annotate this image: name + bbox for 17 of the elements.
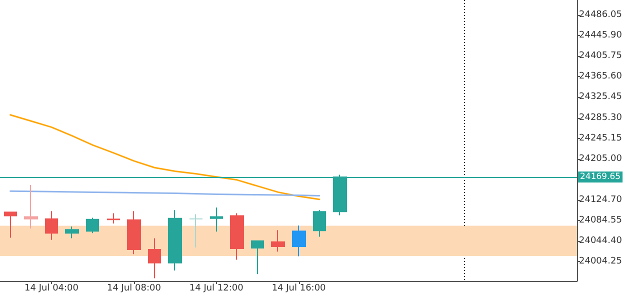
- y-tick-label: 24325.45: [579, 92, 622, 102]
- x-tick-label: 14 Jul 12:00: [189, 284, 244, 294]
- ref-line-label: 24169.65: [580, 172, 621, 182]
- y-tick-label: 24445.90: [579, 30, 622, 41]
- y-tick-label: 24124.70: [579, 195, 622, 206]
- y-tick-label: 24004.25: [579, 256, 622, 267]
- y-tick-label: 24486.05: [579, 10, 622, 20]
- y-tick-label: 24205.00: [579, 154, 622, 164]
- y-tick-label: 24084.55: [579, 216, 622, 226]
- y-tick-label: 24365.60: [579, 72, 622, 82]
- y-tick-label: 24285.30: [579, 112, 622, 123]
- x-tick-label: 14 Jul 16:00: [272, 284, 326, 294]
- x-tick-label: 14 Jul 04:00: [24, 284, 79, 294]
- y-tick-label: 24245.15: [579, 133, 622, 144]
- y-tick-label: 24044.40: [579, 236, 622, 246]
- x-tick-label: 14 Jul 08:00: [106, 284, 162, 294]
- y-tick-label: 24405.75: [579, 51, 622, 62]
